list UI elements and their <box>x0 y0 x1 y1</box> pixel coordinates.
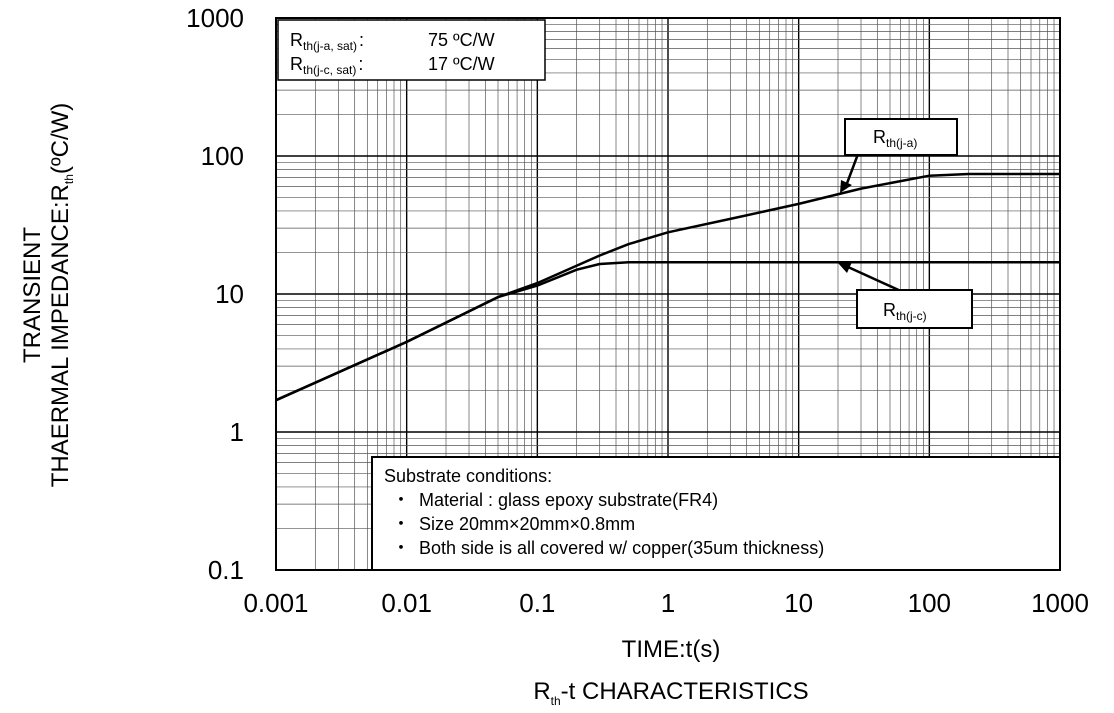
substrate-bullet-2: ・ <box>392 514 410 534</box>
y-tick-label: 1 <box>230 417 244 447</box>
y-axis-ticks: 1000 100 10 1 0.1 <box>186 3 244 585</box>
rth-jc-sat-value: 17 ºC/W <box>428 54 495 74</box>
y-axis-label: TRANSIENT THAERMAL IMPEDANCE:Rth(ºC/W) <box>19 103 76 488</box>
y-tick-label: 0.1 <box>208 555 244 585</box>
x-tick-label: 0.1 <box>519 588 555 618</box>
series-group <box>275 172 1060 402</box>
series-line-rth-jc <box>275 260 1060 402</box>
x-tick-label: 0.01 <box>381 588 432 618</box>
callout-rth-ja-box <box>844 118 958 156</box>
substrate-heading: Substrate conditions: <box>384 466 552 486</box>
callout-rth-jc-arrowhead <box>838 262 852 273</box>
y-axis-label-line1: TRANSIENT <box>19 227 46 363</box>
substrate-item-copper: Both side is all covered w/ copper(35um … <box>419 538 824 558</box>
rth-ja-sat-label: Rth(j-a, sat): <box>290 30 364 53</box>
substrate-bullet-3: ・ <box>392 538 410 558</box>
callout-rth-ja: Rth(j-a) <box>840 118 958 193</box>
rth-sat-box: Rth(j-a, sat): 75 ºC/W Rth(j-c, sat): 17… <box>277 19 546 81</box>
substrate-item-size: Size 20mm×20mm×0.8mm <box>419 514 635 534</box>
x-axis-ticks: 0.001 0.01 0.1 1 10 100 1000 <box>243 588 1088 618</box>
x-tick-label: 100 <box>908 588 951 618</box>
y-tick-label: 100 <box>201 141 244 171</box>
x-tick-label: 10 <box>784 588 813 618</box>
x-tick-label: 0.001 <box>243 588 308 618</box>
y-tick-label: 10 <box>215 279 244 309</box>
substrate-box-frame <box>371 456 1061 571</box>
substrate-bullet-1: ・ <box>392 490 410 510</box>
callout-rth-jc: Rth(j-c) <box>838 262 973 329</box>
rth-ja-sat-value: 75 ºC/W <box>428 30 495 50</box>
substrate-item-material: Material : glass epoxy substrate(FR4) <box>419 490 718 510</box>
chart-title: Rth-t CHARACTERISTICS <box>533 678 808 708</box>
callout-rth-jc-label: Rth(j-c) <box>883 300 927 323</box>
y-axis-label-line2: THAERMAL IMPEDANCE:Rth(ºC/W) <box>47 103 76 488</box>
callout-rth-ja-label: Rth(j-a) <box>873 127 917 150</box>
x-tick-label: 1000 <box>1031 588 1089 618</box>
substrate-conditions-box: Substrate conditions: ・ Material : glass… <box>371 456 1061 571</box>
callout-rth-ja-arrowhead <box>840 180 852 193</box>
rth-sat-box-frame <box>277 19 546 81</box>
callout-rth-jc-box <box>856 289 973 329</box>
x-tick-label: 1 <box>661 588 675 618</box>
callout-rth-ja-leader <box>844 153 860 187</box>
callout-rth-jc-leader <box>847 265 904 294</box>
rth-jc-sat-label: Rth(j-c, sat): <box>290 54 363 77</box>
y-tick-label: 1000 <box>186 3 244 33</box>
x-axis-label: TIME:t(s) <box>622 636 721 663</box>
